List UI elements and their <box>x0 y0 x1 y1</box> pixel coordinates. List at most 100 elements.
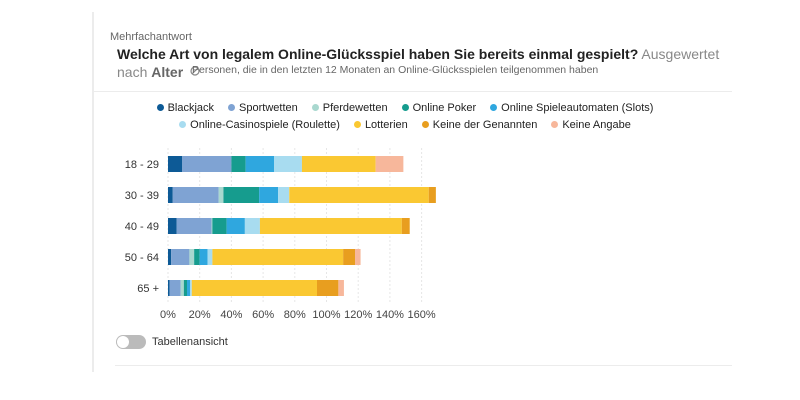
legend-label: Pferdewetten <box>322 101 388 114</box>
bar-segment[interactable] <box>274 156 302 172</box>
legend-swatch <box>228 104 236 111</box>
table-view-label: Tabellenansicht <box>152 336 228 348</box>
x-tick-label: 140% <box>376 309 404 321</box>
bar-segment[interactable] <box>259 218 402 234</box>
bar-segment[interactable] <box>278 187 290 203</box>
bar-segment[interactable] <box>226 218 245 234</box>
bar-segment[interactable] <box>190 280 192 296</box>
legend-label: Online-Casinospiele (Roulette) <box>190 118 340 131</box>
bar-segment[interactable] <box>301 156 376 172</box>
legend-row: Blackjack Sportwetten Pferdewetten Online P… <box>100 99 710 116</box>
bar-segment[interactable] <box>211 218 213 234</box>
bar-segment[interactable] <box>207 249 213 265</box>
bottom-divider <box>115 365 732 366</box>
bar-segment[interactable] <box>168 187 173 203</box>
legend-swatch <box>156 104 164 111</box>
legend-label: Blackjack <box>167 101 215 114</box>
bar-segment[interactable] <box>194 249 200 265</box>
legend-item[interactable]: Lotterien <box>353 118 408 131</box>
bar-segment[interactable] <box>168 249 172 265</box>
legend-item[interactable]: Sportwetten <box>228 102 298 114</box>
evaluated-by-value: Alter <box>151 64 184 80</box>
legend-swatch <box>353 121 361 128</box>
legend-item[interactable]: Blackjack <box>156 101 215 114</box>
legend-item[interactable]: Online-Casinospiele (Roulette) <box>179 119 340 131</box>
x-tick-label: 160% <box>408 309 436 321</box>
bar-segment[interactable] <box>168 280 170 296</box>
population-filter-icon <box>190 66 200 76</box>
legend-label: Online Poker <box>412 101 477 114</box>
question-type-label: Mehrfachantwort <box>110 31 192 43</box>
bar-segment[interactable] <box>189 249 195 265</box>
legend-swatch <box>551 121 559 128</box>
card-left-border <box>92 12 94 372</box>
table-view-toggle[interactable] <box>116 335 146 349</box>
bar-segment[interactable] <box>171 249 190 265</box>
bar-segment[interactable] <box>187 280 191 296</box>
legend-label: Keine der Genannten <box>432 118 538 131</box>
bar-segment[interactable] <box>183 280 188 296</box>
bar-segment[interactable] <box>212 249 344 265</box>
bar-segment[interactable] <box>169 280 181 296</box>
y-category-label: 30 - 39 <box>125 190 159 202</box>
legend-label: Online Spieleautomaten (Slots) <box>501 101 654 114</box>
bar-segment[interactable] <box>191 280 317 296</box>
bar-segment[interactable] <box>168 156 183 172</box>
x-tick-label: 20% <box>189 309 211 321</box>
legend-swatch <box>401 104 409 111</box>
bar-segment[interactable] <box>172 187 219 203</box>
chart-legend: Blackjack Sportwetten Pferdewetten Online P… <box>100 99 710 133</box>
bar-segment[interactable] <box>244 218 260 234</box>
divider <box>92 91 732 92</box>
bar-segment[interactable] <box>218 187 224 203</box>
bar-segment[interactable] <box>338 280 344 296</box>
x-tick-label: 80% <box>284 309 306 321</box>
bar-segment[interactable] <box>182 156 232 172</box>
legend-swatch <box>490 104 498 111</box>
bar-segment[interactable] <box>289 187 429 203</box>
legend-swatch <box>421 121 429 128</box>
bar-segment[interactable] <box>223 187 260 203</box>
legend-item[interactable]: Pferdewetten <box>311 101 388 114</box>
legend-item[interactable]: Online Poker <box>401 101 477 114</box>
legend-label: Keine Angabe <box>562 118 631 131</box>
bar-segment[interactable] <box>176 218 212 234</box>
chart-title: Welche Art von legalem Online-Glücksspie… <box>117 45 727 81</box>
legend-item[interactable]: Keine Angabe <box>551 119 631 131</box>
legend-item[interactable]: Online Spieleautomaten (Slots) <box>490 102 653 114</box>
bar-segment[interactable] <box>245 156 275 172</box>
bar-segment[interactable] <box>180 280 184 296</box>
bar-segment[interactable] <box>428 187 436 203</box>
legend-label: Sportwetten <box>239 101 298 114</box>
bar-segment[interactable] <box>355 249 361 265</box>
bar-segment[interactable] <box>212 218 227 234</box>
bar-segment[interactable] <box>375 156 404 172</box>
legend-swatch <box>179 121 187 128</box>
toggle-knob <box>117 336 129 348</box>
x-tick-label: 120% <box>344 309 372 321</box>
bar-segment[interactable] <box>259 187 279 203</box>
legend-swatch <box>311 104 319 111</box>
evaluated-prefix: Ausgewertet nach <box>117 46 720 80</box>
bar-segment[interactable] <box>231 156 246 172</box>
y-category-label: 65 + <box>137 283 159 295</box>
bar-segment[interactable] <box>199 249 208 265</box>
bar-segment[interactable] <box>168 218 177 234</box>
evaluated-by-text: Ausgewertet nach Alter <box>117 46 719 80</box>
bar-segment[interactable] <box>343 249 356 265</box>
bar-segment[interactable] <box>316 280 339 296</box>
y-category-label: 40 - 49 <box>125 221 159 233</box>
table-view-toggle-wrapper: Tabellenansicht <box>116 335 228 349</box>
x-tick-label: 100% <box>312 309 340 321</box>
legend-item[interactable]: Keine der Genannten <box>421 118 538 131</box>
bar-segment[interactable] <box>401 218 410 234</box>
question-text: Welche Art von legalem Online-Glücksspie… <box>117 46 639 62</box>
x-tick-label: 60% <box>252 309 274 321</box>
x-tick-label: 40% <box>220 309 242 321</box>
legend-label: Lotterien <box>364 118 408 131</box>
population-text: Personen, die in den letzten 12 Monaten … <box>192 64 599 76</box>
y-category-label: 18 - 29 <box>125 159 159 171</box>
x-tick-label: 0% <box>160 309 176 321</box>
y-category-label: 50 - 64 <box>125 252 159 264</box>
